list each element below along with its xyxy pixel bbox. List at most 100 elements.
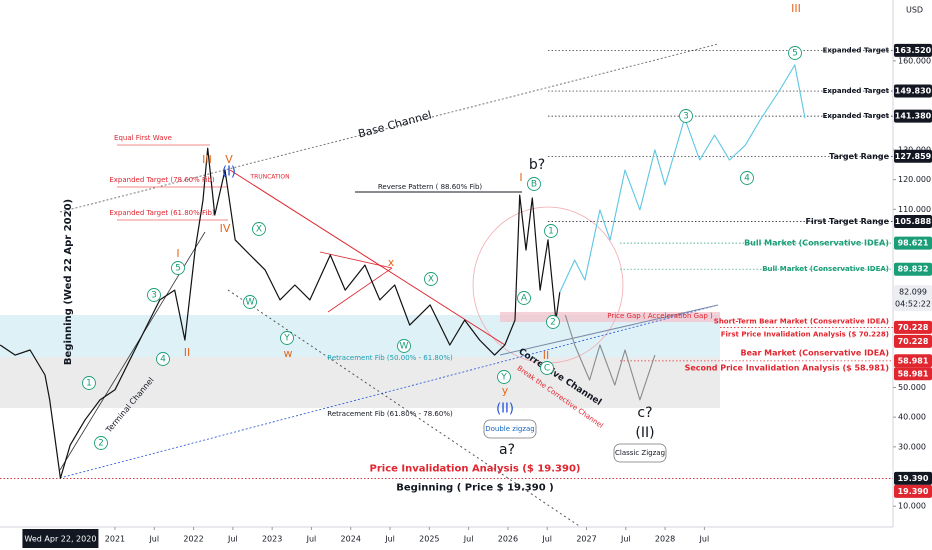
level-box: [894, 354, 932, 368]
level-value: 70.228: [898, 323, 929, 332]
label-box: [613, 443, 667, 463]
annotation: 1: [548, 227, 554, 237]
level-name: Expanded Target: [823, 87, 890, 95]
level-box: [894, 43, 932, 57]
annotation: A: [521, 294, 528, 304]
wave-circle: [546, 315, 560, 329]
level-name: Target Range: [829, 152, 890, 161]
annotation: X: [256, 225, 262, 235]
annotation: III: [202, 153, 212, 166]
annotation: B: [531, 180, 537, 190]
currency: USD: [906, 6, 923, 15]
trend-line: [319, 251, 393, 269]
base-channel: [59, 304, 719, 479]
wave-circle: [679, 109, 693, 123]
annotation: 4: [744, 174, 750, 184]
wave-circle: [94, 436, 108, 450]
x-tick-label: Jul: [699, 535, 710, 544]
annotation: IV: [220, 222, 231, 235]
level-box: [894, 236, 932, 250]
level-name: First Target Range: [806, 217, 890, 226]
annotation: Classic Zigzag: [615, 449, 665, 457]
annotation: 3: [683, 112, 689, 122]
x-tick-label: Jul: [148, 535, 159, 544]
x-tick-label: 2021: [105, 535, 125, 544]
axis-title: Beginning (Wed 22 Apr 2020): [63, 199, 74, 365]
gap-zone: [500, 312, 720, 322]
x-tick-label: 2023: [262, 535, 282, 544]
level-box: [894, 484, 932, 498]
annotation: a?: [499, 442, 515, 458]
level-name: Price Invalidation Analysis ($ 19.390): [370, 463, 581, 474]
level-name: First Price Invalidation Analysis ($ 70.…: [721, 330, 889, 338]
level-box: [894, 262, 932, 276]
annotation: X: [428, 275, 434, 285]
current-price-box: [894, 285, 932, 312]
annotation: 2: [550, 318, 556, 328]
x-tick-label: Jul: [620, 535, 631, 544]
level-box: [894, 84, 932, 98]
annotation: 3: [151, 291, 157, 301]
y-tick-label: 50.000: [898, 383, 926, 392]
countdown: 04:52:22: [895, 300, 931, 309]
corrective-channel: [499, 304, 719, 356]
annotation: II: [543, 349, 550, 362]
x-marker-label: Wed Apr 22, 2020: [24, 535, 96, 544]
annotation: 5: [792, 49, 798, 59]
level-box: [894, 471, 932, 485]
level-value: 149.830: [895, 87, 932, 96]
y-tick-label: 40.000: [898, 413, 926, 422]
annotation: 4: [160, 355, 166, 365]
x-tick-label: Jul: [541, 535, 552, 544]
fib-zone: [0, 357, 720, 408]
annotation: 1: [86, 379, 92, 389]
x-tick-label: 2027: [576, 535, 596, 544]
wave-circle: [252, 222, 266, 236]
trend-line: [229, 169, 506, 346]
time-axis: [0, 527, 932, 550]
level-value: 163.520: [895, 46, 932, 55]
level-box: [894, 215, 932, 229]
trend-line: [327, 267, 393, 313]
level-name: Bull Market (Conservative IDEA): [762, 265, 889, 273]
level-value: 58.981: [898, 369, 929, 378]
level-name: Beginning ( Price $ 19.390 ): [396, 482, 553, 493]
annotation: b?: [529, 157, 545, 173]
annotation: 5: [175, 264, 181, 274]
wave-circle: [82, 376, 96, 390]
level-name: Bull Market (Conservative IDEA): [744, 239, 889, 248]
wave-circle: [540, 361, 554, 375]
annotation: 2: [98, 439, 104, 449]
annotation: Retracement Fib (61.80% - 78.60%): [327, 410, 453, 418]
x-tick-label: 2024: [341, 535, 361, 544]
level-value: 89.832: [898, 265, 929, 274]
x-tick-label: 2025: [419, 535, 439, 544]
level-value: 98.621: [898, 239, 929, 248]
annotation: Retracement Fib (50.00% - 61.80%): [327, 354, 453, 362]
level-name: Short-Term Bear Market (Conservative IDE…: [714, 317, 889, 325]
current-price: 82.099: [899, 288, 927, 297]
annotation: y: [502, 384, 509, 397]
level-value: 105.888: [895, 217, 932, 226]
wave-circle: [740, 171, 754, 185]
wave-circle: [397, 339, 411, 353]
level-box: [894, 149, 932, 163]
label-box: [483, 419, 537, 439]
level-value: 19.390: [898, 487, 929, 496]
wave-circle: [147, 288, 161, 302]
x-marker-box: [22, 529, 99, 548]
wave-circle: [527, 177, 541, 191]
annotation: W: [400, 342, 409, 352]
wave-circle: [243, 295, 257, 309]
annotation: III: [791, 2, 801, 15]
annotation: Double zigzag: [485, 425, 535, 433]
annotation: C: [544, 364, 550, 374]
wave-circle: [156, 352, 170, 366]
base-channel: [59, 43, 719, 213]
wave-circle: [544, 224, 558, 238]
annotation: Y: [500, 373, 507, 383]
level-value: 19.390: [898, 474, 929, 483]
annotation: II: [184, 346, 191, 359]
